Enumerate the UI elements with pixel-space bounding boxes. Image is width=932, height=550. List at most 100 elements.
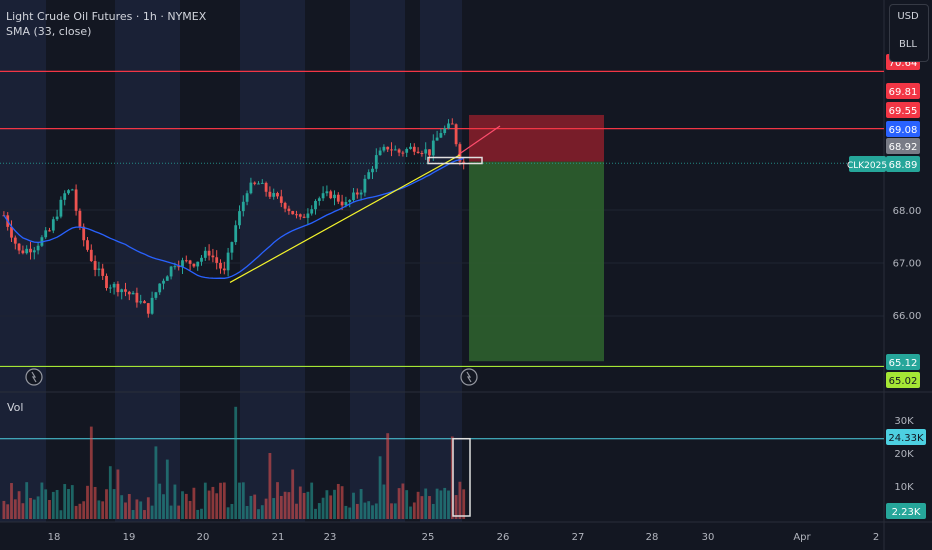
volume-bar[interactable]	[29, 497, 32, 519]
candle-body[interactable]	[29, 248, 32, 253]
candle-body[interactable]	[211, 255, 215, 258]
volume-bar[interactable]	[32, 499, 36, 519]
candle-body[interactable]	[344, 202, 348, 206]
volume-bar[interactable]	[143, 510, 146, 519]
candle-body[interactable]	[416, 151, 420, 154]
volume-bar[interactable]	[336, 483, 340, 519]
candle-body[interactable]	[150, 297, 154, 314]
candle-body[interactable]	[184, 260, 188, 262]
volume-bar[interactable]	[21, 503, 25, 519]
candle-body[interactable]	[363, 178, 367, 193]
candle-body[interactable]	[264, 182, 268, 192]
volume-bar[interactable]	[257, 509, 260, 519]
candle-body[interactable]	[215, 257, 219, 263]
volume-bar[interactable]	[74, 505, 78, 519]
volume-bar[interactable]	[165, 459, 169, 519]
volume-bar[interactable]	[382, 484, 386, 519]
volume-bar[interactable]	[196, 509, 200, 519]
volume-bar[interactable]	[139, 501, 143, 519]
candle-body[interactable]	[397, 149, 401, 153]
volume-bar[interactable]	[40, 482, 44, 519]
candle-body[interactable]	[268, 191, 272, 197]
candle-body[interactable]	[59, 199, 63, 217]
volume-bar[interactable]	[393, 503, 397, 519]
session-marker-icon[interactable]	[25, 368, 43, 386]
volume-bar[interactable]	[386, 433, 390, 519]
candle-body[interactable]	[173, 266, 177, 268]
volume-bar[interactable]	[371, 505, 374, 519]
candle-body[interactable]	[97, 268, 101, 270]
candle-body[interactable]	[378, 150, 382, 156]
volume-bar[interactable]	[401, 483, 405, 519]
candle-body[interactable]	[78, 210, 82, 227]
volume-bar[interactable]	[192, 487, 196, 519]
candle-body[interactable]	[32, 250, 36, 253]
candle-body[interactable]	[13, 237, 17, 244]
candle-body[interactable]	[260, 182, 264, 184]
candle-body[interactable]	[291, 211, 295, 215]
candle-body[interactable]	[70, 189, 74, 191]
candle-body[interactable]	[154, 292, 158, 298]
volume-bar[interactable]	[184, 493, 188, 519]
candle-body[interactable]	[146, 303, 150, 314]
candle-body[interactable]	[165, 276, 169, 281]
candle-body[interactable]	[222, 268, 226, 271]
candle-body[interactable]	[306, 213, 310, 218]
candle-body[interactable]	[238, 211, 241, 226]
volume-bar[interactable]	[409, 506, 412, 519]
volume-bar[interactable]	[333, 489, 336, 519]
volume-bar[interactable]	[82, 501, 86, 519]
volume-bar[interactable]	[93, 486, 97, 519]
volume-bar[interactable]	[230, 503, 234, 519]
volume-bar[interactable]	[268, 453, 272, 519]
candle-body[interactable]	[393, 149, 397, 151]
candle-body[interactable]	[333, 194, 336, 199]
volume-bar[interactable]	[207, 490, 211, 519]
candle-body[interactable]	[412, 146, 416, 152]
volume-bar[interactable]	[101, 501, 105, 519]
volume-bar[interactable]	[215, 493, 219, 519]
candle-body[interactable]	[462, 161, 466, 163]
candle-body[interactable]	[25, 248, 29, 254]
candle-body[interactable]	[82, 226, 86, 241]
candle-body[interactable]	[116, 283, 120, 293]
candle-body[interactable]	[55, 216, 59, 220]
volume-bar[interactable]	[291, 469, 295, 520]
volume-bar[interactable]	[390, 503, 393, 519]
volume-bar[interactable]	[135, 499, 139, 519]
candle-body[interactable]	[409, 146, 412, 149]
candle-body[interactable]	[86, 240, 89, 250]
candle-body[interactable]	[329, 191, 333, 199]
volume-bar[interactable]	[146, 497, 150, 519]
volume-bar[interactable]	[124, 502, 127, 519]
candle-body[interactable]	[272, 193, 276, 197]
candle-body[interactable]	[120, 289, 124, 293]
volume-bar[interactable]	[162, 494, 165, 519]
volume-bar[interactable]	[2, 500, 6, 519]
candle-body[interactable]	[431, 140, 435, 156]
volume-bar[interactable]	[405, 490, 409, 519]
volume-bar[interactable]	[131, 510, 135, 519]
candle-body[interactable]	[310, 209, 314, 214]
volume-bar[interactable]	[200, 508, 203, 519]
candle-body[interactable]	[374, 155, 378, 169]
volume-bar[interactable]	[462, 489, 466, 519]
volume-bar[interactable]	[249, 495, 253, 519]
volume-bar[interactable]	[211, 486, 215, 519]
volume-bar[interactable]	[177, 505, 181, 519]
candle-body[interactable]	[89, 249, 93, 262]
volume-bar[interactable]	[13, 499, 17, 519]
volume-bar[interactable]	[317, 503, 321, 519]
volume-bar[interactable]	[44, 489, 48, 519]
volume-bar[interactable]	[264, 498, 268, 519]
volume-bar[interactable]	[127, 494, 131, 519]
candle-body[interactable]	[181, 260, 184, 268]
volume-bar[interactable]	[314, 508, 317, 519]
candle-body[interactable]	[124, 289, 127, 292]
candle-body[interactable]	[325, 191, 329, 194]
candle-body[interactable]	[230, 242, 234, 253]
candle-body[interactable]	[44, 230, 48, 238]
candle-body[interactable]	[420, 153, 424, 155]
volume-bar[interactable]	[424, 488, 428, 519]
volume-bar[interactable]	[112, 489, 116, 519]
